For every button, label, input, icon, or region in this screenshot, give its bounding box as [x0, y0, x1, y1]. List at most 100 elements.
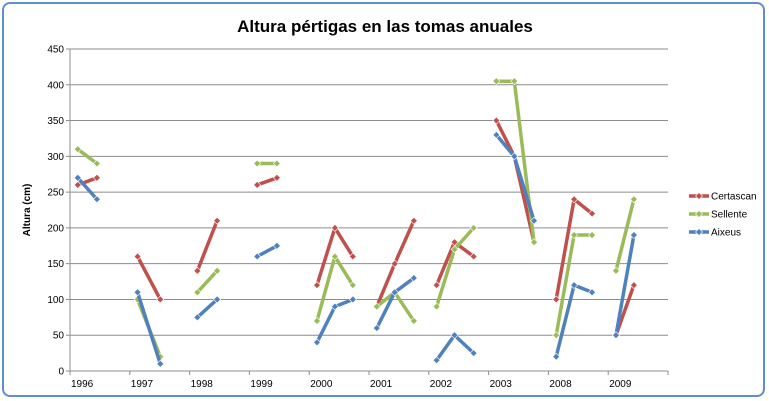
- series-line: [435, 333, 475, 362]
- legend-swatch-marker: [695, 192, 703, 200]
- data-point: [588, 288, 596, 297]
- chart-frame: [2, 2, 765, 397]
- legend-label: Certascan: [711, 192, 757, 203]
- data-point: [552, 295, 561, 304]
- data-point: [432, 302, 441, 311]
- data-point: [213, 216, 222, 225]
- legend-item-certascan: Certascan: [689, 192, 757, 203]
- data-point: [552, 352, 561, 361]
- data-point: [272, 241, 281, 250]
- series-line: [495, 133, 536, 222]
- y-tick-label: 400: [47, 80, 64, 91]
- series-lines: [73, 77, 638, 368]
- data-point: [469, 349, 478, 358]
- y-tick-label: 150: [47, 259, 64, 270]
- x-tick-label: 1997: [131, 379, 154, 390]
- y-tick-labels: 0 50 100 150 200 250 300 350 400 450: [47, 45, 64, 378]
- data-point: [570, 231, 579, 239]
- data-point: [570, 281, 579, 290]
- legend-label: Aixeus: [711, 228, 741, 239]
- data-point: [409, 316, 418, 325]
- data-point: [133, 252, 142, 261]
- chart-title: Altura pértigas en las tomas anuales: [237, 17, 533, 36]
- data-point: [92, 173, 101, 182]
- data-point: [193, 266, 202, 275]
- series-line: [196, 269, 219, 294]
- data-point: [73, 181, 82, 189]
- data-point: [348, 281, 357, 290]
- x-tick-label: 2008: [549, 379, 572, 390]
- data-point: [348, 252, 357, 261]
- data-point: [588, 209, 596, 218]
- data-point: [213, 295, 222, 304]
- data-point: [409, 216, 418, 225]
- y-tick-label: 200: [47, 223, 64, 234]
- data-point: [492, 130, 501, 139]
- data-point: [330, 223, 339, 232]
- data-point: [73, 173, 82, 182]
- data-point: [510, 77, 519, 86]
- data-point: [530, 216, 538, 225]
- series-line: [256, 244, 278, 259]
- gridlines: [70, 48, 668, 336]
- data-point: [253, 181, 262, 189]
- series-aixeus: [73, 130, 638, 368]
- legend: Certascan Sellente Aixeus: [689, 192, 757, 239]
- data-point: [372, 324, 381, 332]
- y-tick-label: 300: [47, 152, 64, 163]
- y-tick-label: 450: [47, 45, 64, 56]
- data-point: [253, 159, 262, 168]
- data-point: [193, 313, 202, 322]
- data-point: [133, 288, 142, 297]
- series-line: [135, 291, 162, 365]
- data-point: [612, 331, 620, 340]
- data-point: [390, 259, 399, 268]
- series-line: [196, 298, 219, 319]
- data-point: [156, 295, 165, 304]
- x-tick-label: 1998: [191, 379, 214, 390]
- x-tick-labels: 1996 1997 1998 1999 2000 2001 2002 2003 2008 2009: [71, 379, 632, 390]
- data-point: [193, 288, 202, 297]
- data-point: [492, 116, 501, 125]
- data-point: [348, 295, 357, 304]
- data-point: [330, 252, 339, 261]
- series-sellente: [73, 77, 638, 361]
- data-point: [450, 245, 459, 254]
- series-line: [136, 255, 162, 301]
- data-point: [552, 331, 561, 340]
- data-point: [272, 159, 281, 168]
- data-point: [588, 231, 596, 239]
- data-point: [330, 302, 339, 311]
- data-point: [92, 195, 101, 204]
- series-line: [76, 176, 99, 201]
- data-point: [156, 359, 165, 368]
- y-tick-label: 0: [58, 367, 64, 378]
- legend-swatch-marker: [695, 228, 703, 236]
- data-point: [432, 356, 441, 365]
- data-point: [253, 252, 262, 261]
- y-tick-label: 250: [47, 188, 64, 199]
- data-point: [510, 152, 519, 161]
- y-axis-label: Altura (cm): [22, 184, 33, 237]
- data-point: [530, 238, 538, 247]
- series-line: [256, 176, 278, 187]
- data-point: [629, 281, 638, 290]
- data-point: [432, 281, 441, 290]
- data-point: [73, 145, 82, 154]
- x-tick-label: 2002: [430, 379, 453, 390]
- series-line: [614, 234, 636, 336]
- data-point: [313, 316, 321, 325]
- x-tick-label: 1999: [250, 379, 273, 390]
- y-tick-label: 350: [47, 116, 64, 127]
- x-tick-label: 1996: [71, 379, 94, 390]
- data-point: [570, 195, 579, 204]
- data-point: [629, 231, 638, 239]
- series-line: [614, 198, 636, 272]
- data-point: [409, 274, 418, 282]
- data-point: [492, 77, 501, 86]
- x-tick-label: 2009: [609, 379, 632, 390]
- data-point: [469, 223, 478, 232]
- data-point: [612, 266, 620, 275]
- x-tick-label: 2001: [370, 379, 393, 390]
